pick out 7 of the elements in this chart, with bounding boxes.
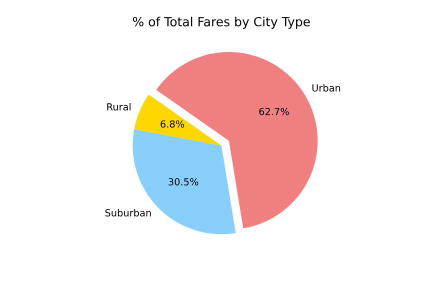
data-label: 62.7% <box>259 108 289 116</box>
data-label: 6.8% <box>160 120 184 128</box>
data-label: 30.5% <box>168 178 198 186</box>
slice-label: Rural <box>107 102 131 111</box>
slice-label: Urban <box>312 84 340 92</box>
chart-title: % of Total Fares by City Type <box>132 16 310 29</box>
slice-label: Suburban <box>105 208 151 217</box>
